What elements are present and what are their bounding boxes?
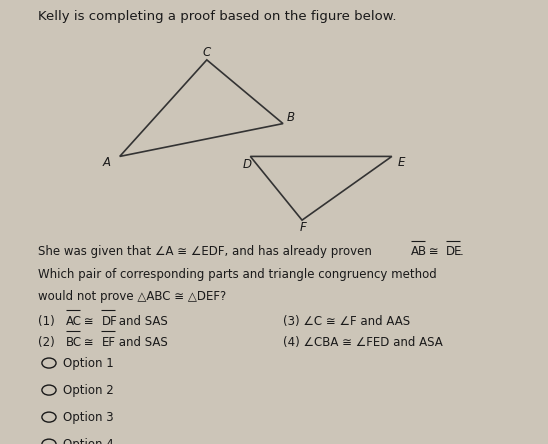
Text: .: . bbox=[460, 245, 464, 258]
Text: Option 4: Option 4 bbox=[62, 438, 113, 444]
Text: Option 1: Option 1 bbox=[62, 357, 113, 369]
Text: DF: DF bbox=[101, 315, 117, 328]
Text: and SAS: and SAS bbox=[116, 315, 168, 328]
Text: AB: AB bbox=[411, 245, 427, 258]
Text: ≅: ≅ bbox=[81, 336, 98, 349]
Text: D: D bbox=[243, 158, 252, 170]
Text: (1): (1) bbox=[38, 315, 59, 328]
Text: Option 2: Option 2 bbox=[62, 384, 113, 396]
Text: B: B bbox=[287, 111, 295, 124]
Text: (3) ∠C ≅ ∠F and AAS: (3) ∠C ≅ ∠F and AAS bbox=[283, 315, 410, 328]
Text: A: A bbox=[102, 156, 111, 170]
Text: C: C bbox=[203, 46, 211, 59]
Text: E: E bbox=[398, 156, 406, 170]
Text: Which pair of corresponding parts and triangle congruency method: Which pair of corresponding parts and tr… bbox=[38, 269, 437, 281]
Text: and SAS: and SAS bbox=[116, 336, 168, 349]
Text: would not prove △ABC ≅ △DEF?: would not prove △ABC ≅ △DEF? bbox=[38, 289, 226, 303]
Text: EF: EF bbox=[101, 336, 116, 349]
Text: AC: AC bbox=[66, 315, 82, 328]
Text: DE: DE bbox=[446, 245, 463, 258]
Text: ≅: ≅ bbox=[81, 315, 98, 328]
Text: Kelly is completing a proof based on the figure below.: Kelly is completing a proof based on the… bbox=[38, 10, 397, 23]
Text: BC: BC bbox=[66, 336, 82, 349]
Text: Option 3: Option 3 bbox=[62, 411, 113, 424]
Text: She was given that ∠A ≅ ∠EDF, and has already proven: She was given that ∠A ≅ ∠EDF, and has al… bbox=[38, 245, 376, 258]
Text: ≅: ≅ bbox=[425, 245, 442, 258]
Text: (2): (2) bbox=[38, 336, 59, 349]
Text: (4) ∠CBA ≅ ∠FED and ASA: (4) ∠CBA ≅ ∠FED and ASA bbox=[283, 336, 443, 349]
Text: F: F bbox=[300, 222, 306, 234]
